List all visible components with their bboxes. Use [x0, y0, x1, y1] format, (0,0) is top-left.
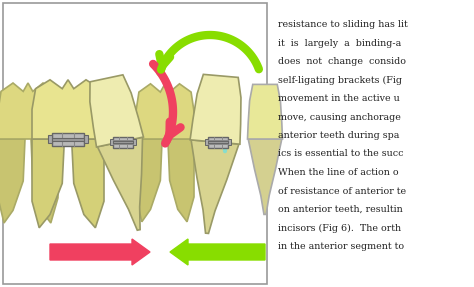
Polygon shape [191, 140, 239, 233]
Bar [208, 141, 228, 143]
Text: incisors (Fig 6).  The orth: incisors (Fig 6). The orth [278, 224, 401, 233]
Text: on anterior teeth, resultin: on anterior teeth, resultin [278, 205, 403, 214]
Polygon shape [31, 139, 58, 223]
Bar [228, 139, 231, 145]
Text: self-ligating brackets (Fig: self-ligating brackets (Fig [278, 75, 402, 85]
Bar [52, 133, 84, 146]
Polygon shape [90, 75, 144, 147]
Bar [3, 3, 267, 284]
Text: movement in the active u: movement in the active u [278, 94, 400, 103]
Polygon shape [136, 84, 194, 139]
Text: resistance to sliding has lit: resistance to sliding has lit [278, 20, 408, 29]
Text: it  is  largely  a  binding-a: it is largely a binding-a [278, 38, 401, 48]
Bar [110, 139, 113, 145]
Text: of resistance of anterior te: of resistance of anterior te [278, 187, 406, 195]
Polygon shape [136, 139, 162, 222]
Polygon shape [247, 84, 283, 139]
FancyArrow shape [50, 239, 150, 265]
Bar [113, 141, 133, 143]
Polygon shape [248, 139, 282, 214]
Bar [205, 139, 208, 145]
FancyArrow shape [170, 239, 265, 265]
Bar [52, 137, 84, 141]
Bar [113, 137, 133, 148]
Bar [133, 139, 136, 145]
Polygon shape [32, 80, 104, 139]
Text: move, causing anchorage: move, causing anchorage [278, 113, 401, 121]
Polygon shape [168, 139, 194, 222]
Polygon shape [72, 139, 104, 228]
Polygon shape [190, 74, 241, 144]
Text: ics is essential to the succ: ics is essential to the succ [278, 150, 403, 158]
Bar [84, 135, 88, 143]
Polygon shape [0, 83, 58, 139]
Polygon shape [0, 139, 25, 223]
Polygon shape [32, 139, 64, 228]
Bar [208, 137, 228, 148]
Text: in the anterior segment to: in the anterior segment to [278, 242, 404, 251]
Polygon shape [98, 137, 143, 230]
Bar [270, 0, 474, 287]
Bar [48, 135, 52, 143]
Text: When the line of action o: When the line of action o [278, 168, 399, 177]
Text: does  not  change  consido: does not change consido [278, 57, 406, 66]
Text: anterior teeth during spa: anterior teeth during spa [278, 131, 400, 140]
